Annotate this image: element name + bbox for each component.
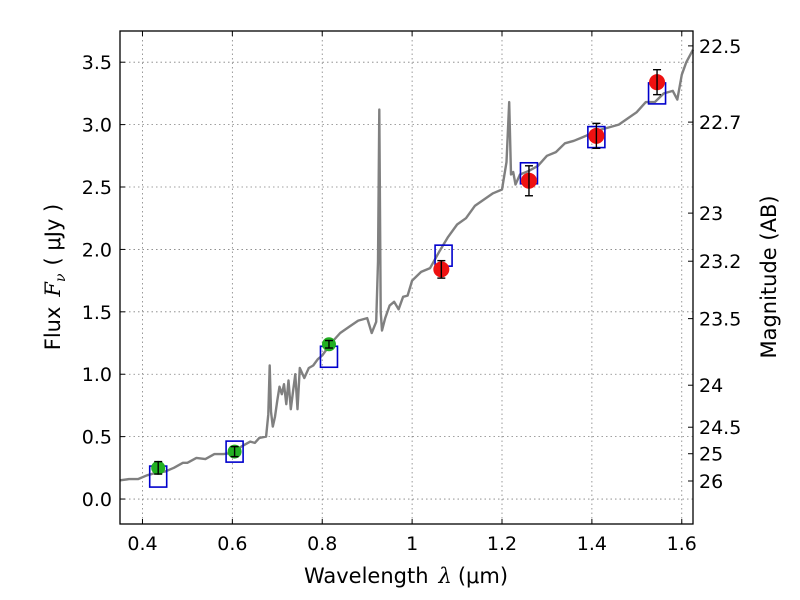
tick-layer: 0.4 0.6 0.8 1 1.2 1.4 1.6 0.0 0.5 1.0 1.5 2.0 2.5 3.0… [82, 31, 741, 555]
x-axis-label: Wavelength λ (μm) [304, 564, 508, 588]
magnitude-tick-label: 23.5 [699, 309, 741, 331]
x-tick-label: 1.4 [577, 533, 607, 555]
magnitude-tick-label: 24.5 [699, 417, 741, 439]
magnitude-tick-label: 24 [699, 375, 723, 397]
magnitude-axis-label: Magnitude (AB) [757, 195, 781, 358]
y-tick-label: 1.5 [82, 302, 112, 324]
y-tick-label: 2.0 [82, 239, 112, 261]
y-tick-label: 2.5 [82, 177, 112, 199]
magnitude-tick-label: 23 [699, 203, 723, 225]
data-point-layer [151, 68, 666, 475]
y-tick-label: 0.0 [82, 489, 112, 511]
magnitude-tick-label: 26 [699, 471, 723, 493]
x-tick-label: 1 [406, 533, 418, 555]
x-tick-label: 0.4 [127, 533, 157, 555]
y-axis-label: FluxFν( μJy ) [41, 204, 69, 350]
spectrum-layer [119, 49, 695, 482]
magnitude-tick-label: 22.7 [699, 112, 741, 134]
model-photometry-box [225, 440, 244, 463]
y-tick-label: 3.0 [82, 115, 112, 137]
grid-lines [120, 31, 693, 524]
y-tick-label: 0.5 [82, 427, 112, 449]
x-tick-label: 1.2 [487, 533, 517, 555]
y-tick-label: 3.5 [82, 52, 112, 74]
x-tick-label: 0.6 [217, 533, 247, 555]
y-tick-label: 1.0 [82, 364, 112, 386]
spectrum-line [119, 49, 695, 482]
x-tick-label: 1.6 [667, 533, 697, 555]
plot-frame [119, 30, 694, 525]
magnitude-tick-label: 25 [699, 444, 723, 466]
magnitude-tick-label: 23.2 [699, 251, 741, 273]
x-tick-label: 0.8 [307, 533, 337, 555]
magnitude-tick-label: 22.5 [699, 36, 741, 58]
